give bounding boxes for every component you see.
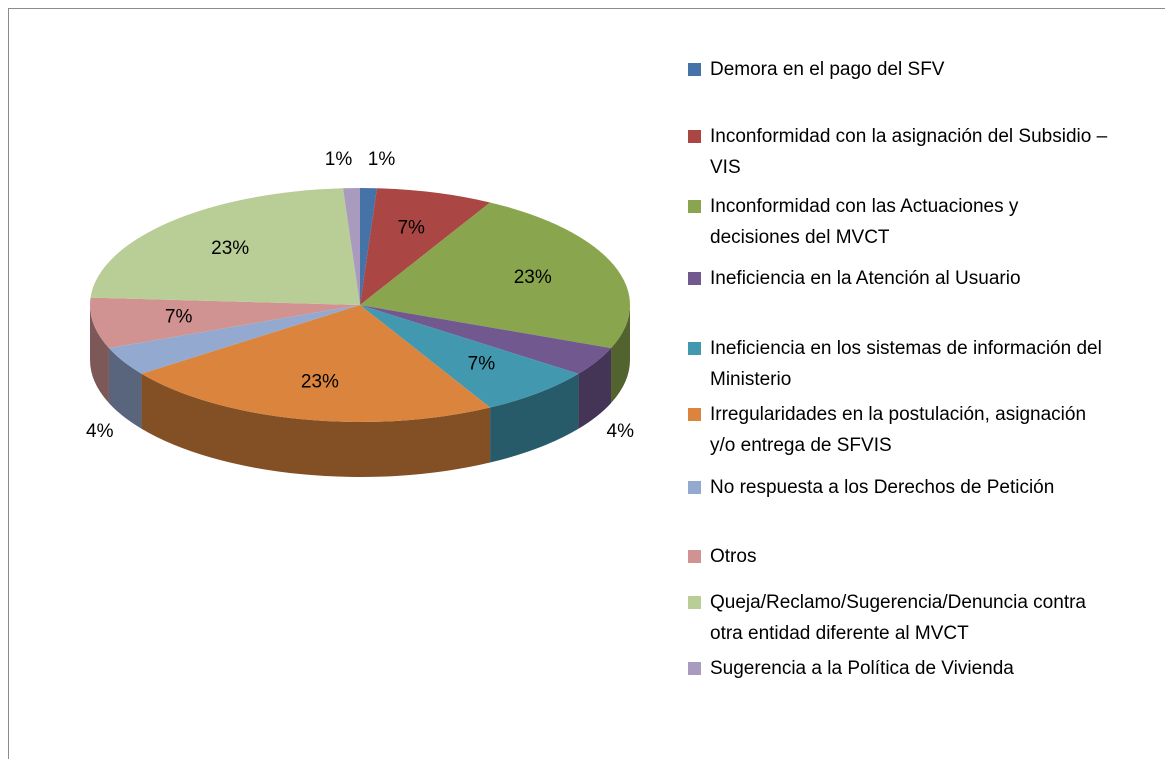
legend-swatch	[688, 481, 701, 494]
legend-item: Demora en el pago del SFV	[688, 54, 1108, 85]
pie-slice	[360, 188, 377, 305]
legend-label: Sugerencia a la Política de Vivienda	[710, 658, 1014, 679]
legend-label: No respuesta a los Derechos de Petición	[710, 477, 1055, 498]
pie-slice	[343, 188, 360, 305]
legend-item: Inconformidad con la asignación del Subs…	[688, 121, 1108, 183]
legend-label: Queja/Reclamo/Sugerencia/Denuncia contra…	[710, 592, 1086, 644]
legend-item: Otros	[688, 541, 1108, 572]
pie-slice	[89, 297, 360, 349]
legend-label: Inconformidad con las Actuaciones y deci…	[710, 196, 1019, 248]
legend-swatch	[688, 342, 701, 355]
pie-side	[490, 373, 579, 463]
pie-side	[90, 305, 109, 404]
data-label: 4%	[86, 421, 114, 442]
chart-frame	[8, 8, 1165, 759]
legend-swatch	[688, 596, 701, 609]
legend-item: Ineficiencia en los sistemas de informac…	[688, 333, 1108, 395]
legend-swatch	[688, 272, 701, 285]
pie-side	[108, 348, 142, 429]
pie-side	[611, 305, 630, 404]
data-label: 4%	[607, 421, 635, 442]
legend-swatch	[688, 63, 701, 76]
pie-slice	[360, 202, 631, 349]
pie-slice	[360, 305, 579, 408]
data-label: 23%	[514, 267, 552, 288]
legend-swatch	[688, 550, 701, 563]
legend-swatch	[688, 408, 701, 421]
legend-label: Otros	[710, 546, 757, 567]
legend-swatch	[688, 200, 701, 213]
legend-label: Ineficiencia en los sistemas de informac…	[710, 338, 1102, 390]
legend-item: Irregularidades en la postulación, asign…	[688, 399, 1108, 461]
data-label: 7%	[468, 354, 496, 375]
legend-swatch	[688, 662, 701, 675]
data-label: 23%	[301, 372, 339, 393]
legend-item: Queja/Reclamo/Sugerencia/Denuncia contra…	[688, 587, 1108, 649]
pie-slice	[360, 188, 491, 305]
legend-label: Irregularidades en la postulación, asign…	[710, 404, 1087, 456]
pie-slice	[108, 305, 360, 374]
data-label: 23%	[211, 238, 249, 259]
pie-slice	[360, 305, 612, 374]
legend-item: No respuesta a los Derechos de Petición	[688, 472, 1108, 503]
legend-item: Inconformidad con las Actuaciones y deci…	[688, 191, 1108, 253]
legend-item: Ineficiencia en la Atención al Usuario	[688, 263, 1108, 294]
legend-label: Inconformidad con la asignación del Subs…	[710, 126, 1108, 178]
legend-item: Sugerencia a la Política de Vivienda	[688, 653, 1108, 684]
legend-label: Demora en el pago del SFV	[710, 59, 945, 80]
data-label: 1%	[325, 149, 353, 170]
legend-label: Ineficiencia en la Atención al Usuario	[710, 268, 1021, 289]
pie-side	[141, 373, 491, 478]
data-label: 7%	[397, 218, 425, 239]
pie-slice	[141, 305, 491, 423]
pie-side	[578, 348, 612, 429]
data-label: 7%	[165, 306, 193, 327]
pie-slice	[90, 188, 361, 305]
data-label: 1%	[368, 149, 396, 170]
legend-swatch	[688, 130, 701, 143]
